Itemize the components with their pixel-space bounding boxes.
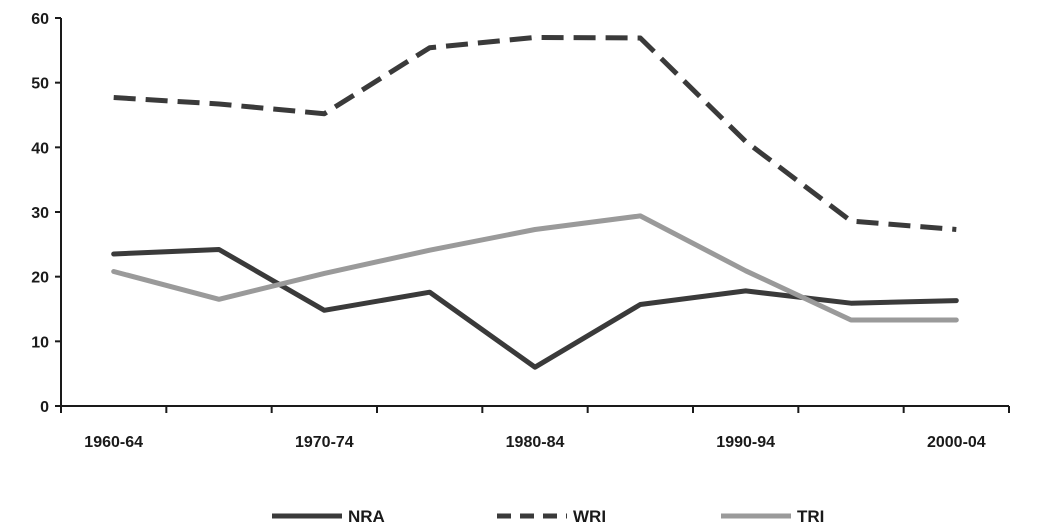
y-tick-label: 20 [31,270,49,287]
legend-label-wri: WRI [573,507,606,524]
y-tick-label: 10 [31,334,49,351]
series-line-wri [113,34,957,232]
y-tick-label: 40 [31,140,49,157]
y-tick-label: 0 [40,399,49,416]
x-tick-label: 1990-94 [716,434,775,451]
x-tick-label: 1960-64 [84,434,143,451]
y-tick-label: 50 [31,76,49,93]
y-tick-label: 60 [31,11,49,28]
legend-label-tri: TRI [797,507,824,524]
legend: NRA WRI TRI [272,507,824,524]
axes: 0 10 20 30 40 50 60 1960-64 1970-74 1980-84 1990-9… [31,11,1010,451]
x-tick-label: 1970-74 [295,434,354,451]
series-line-tri [111,213,959,323]
y-tick-label: 30 [31,205,49,222]
series-lines [111,34,959,370]
legend-label-nra: NRA [348,507,385,524]
x-tick-label: 1980-84 [506,434,565,451]
x-tick-label: 2000-04 [927,434,986,451]
